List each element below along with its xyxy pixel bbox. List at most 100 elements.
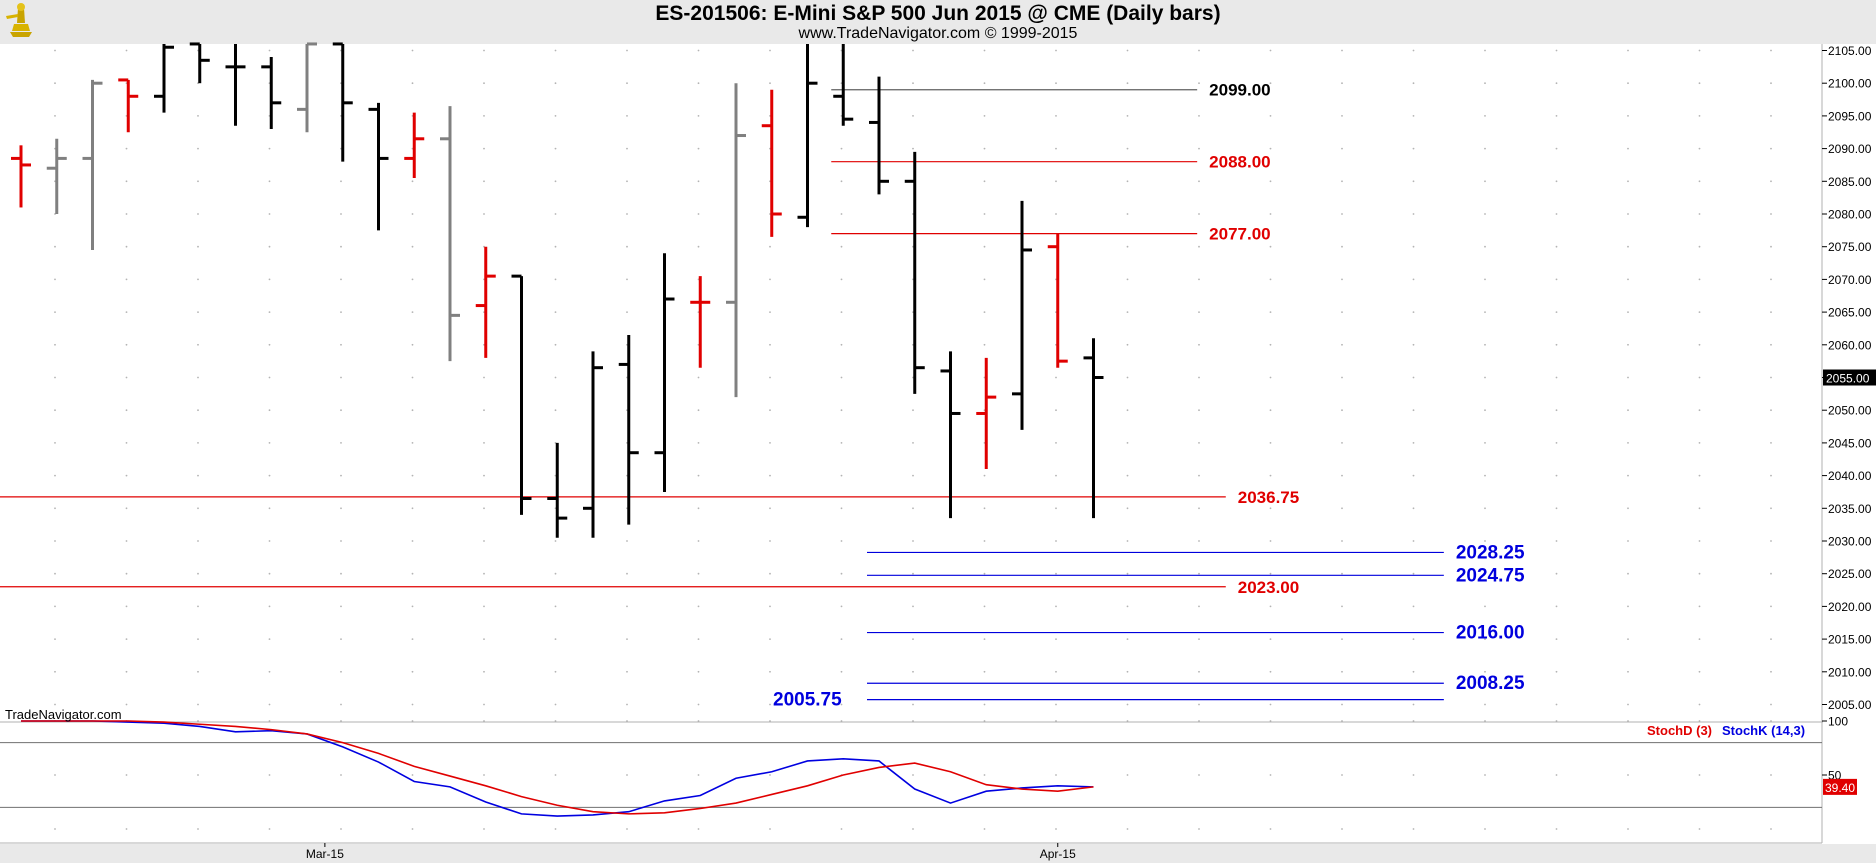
grid-dot — [1770, 115, 1772, 117]
grid-dot — [1055, 774, 1057, 776]
grid-dot — [411, 572, 414, 575]
grid-dot — [1055, 409, 1057, 412]
grid-dot — [1269, 213, 1272, 215]
grid-dot — [840, 474, 843, 477]
grid-dot — [769, 572, 771, 575]
grid-dot — [268, 147, 271, 150]
grid-dot — [1269, 720, 1272, 722]
grid-dot — [340, 474, 342, 477]
grid-dot — [1484, 828, 1486, 830]
grid-dot — [1412, 828, 1415, 830]
grid-dot — [125, 213, 128, 215]
grid-dot — [1412, 605, 1415, 608]
grid-dot — [1341, 213, 1343, 215]
grid-dot — [1341, 774, 1343, 776]
grid-dot — [125, 311, 128, 313]
grid-dot — [1341, 638, 1343, 640]
grid-dot — [554, 828, 557, 830]
grid-dot — [1555, 180, 1558, 183]
grid-dot — [983, 82, 986, 85]
grid-dot — [1627, 49, 1629, 52]
grid-dot — [54, 115, 56, 117]
grid-dot — [1627, 540, 1629, 542]
grid-dot — [554, 409, 557, 412]
grid-dot — [1627, 213, 1629, 215]
grid-dot — [340, 245, 342, 248]
legend-stoch-d: StochD (3) — [1647, 723, 1712, 738]
ohlc-bar — [583, 351, 603, 538]
grid-dot — [1412, 311, 1415, 313]
grid-dot — [1555, 376, 1558, 379]
grid-dot — [1627, 311, 1629, 313]
grid-dot — [411, 638, 414, 640]
grid-dot — [197, 774, 199, 776]
grid-dot — [1484, 409, 1486, 412]
grid-dot — [125, 572, 128, 575]
ohlc-bar — [833, 44, 854, 126]
level-label-2008.25: 2008.25 — [1456, 673, 1525, 694]
grid-dot — [983, 245, 986, 248]
grid-dot — [1627, 82, 1629, 85]
grid-dot — [1269, 311, 1272, 313]
price-axis-label: 2105.00 — [1828, 44, 1872, 58]
grid-dot — [554, 540, 557, 542]
grid-dot — [340, 180, 342, 183]
grid-dot — [483, 49, 485, 52]
grid-dot — [1055, 213, 1057, 215]
price-axis-label: 2075.00 — [1828, 240, 1872, 254]
grid-dot — [268, 180, 271, 183]
grid-dot — [840, 572, 843, 575]
grid-dot — [1126, 311, 1129, 313]
grid-dot — [268, 670, 271, 673]
grid-dot — [1770, 703, 1772, 706]
grid-dot — [54, 670, 56, 673]
grid-dot — [1770, 638, 1772, 640]
grid-dot — [1198, 605, 1200, 608]
ohlc-bar — [297, 42, 317, 133]
level-label-2028.25: 2028.25 — [1456, 542, 1525, 563]
grid-dot — [697, 442, 700, 444]
grid-dot — [1126, 720, 1129, 722]
grid-dot — [1627, 245, 1629, 248]
grid-dot — [1770, 213, 1772, 215]
grid-dot — [1341, 376, 1343, 379]
grid-dot — [1269, 540, 1272, 542]
stoch-k-line — [21, 720, 1094, 817]
grid-dot — [125, 638, 128, 640]
grid-dot — [1198, 572, 1200, 575]
grid-dot — [983, 540, 986, 542]
grid-dot — [1341, 343, 1343, 346]
ohlc-bar — [404, 112, 425, 179]
grid-dot — [840, 409, 843, 412]
grid-dot — [340, 442, 342, 444]
grid-dot — [1770, 605, 1772, 608]
price-levels: 2099.00 2088.00 2077.00 2036.75 2028.252024.… — [0, 81, 1525, 711]
grid-dot — [1269, 409, 1272, 412]
grid-dot — [1126, 703, 1129, 706]
grid-dot — [1412, 703, 1415, 706]
grid-dot — [1269, 670, 1272, 673]
grid-dot — [554, 82, 557, 85]
grid-dot — [1126, 245, 1129, 248]
grid-dot — [697, 474, 700, 477]
grid-dot — [1627, 442, 1629, 444]
grid-dot — [1698, 774, 1701, 776]
grid-dot — [268, 507, 271, 510]
grid-dot — [1126, 343, 1129, 346]
grid-dot — [840, 720, 843, 722]
grid-dot — [626, 213, 628, 215]
grid-dot — [1126, 507, 1129, 510]
grid-dot — [1198, 213, 1200, 215]
grid-dot — [1198, 115, 1200, 117]
grid-dot — [1698, 278, 1701, 281]
level-label-2099.00: 2099.00 — [1209, 81, 1270, 100]
grid-dot — [1269, 376, 1272, 379]
grid-dot — [1484, 774, 1486, 776]
grid-dot — [125, 540, 128, 542]
grid-dot — [54, 376, 56, 379]
grid-dot — [840, 828, 843, 830]
grid-dot — [1412, 474, 1415, 477]
grid-dot — [125, 670, 128, 673]
grid-dot — [1055, 605, 1057, 608]
grid-dot — [697, 376, 700, 379]
